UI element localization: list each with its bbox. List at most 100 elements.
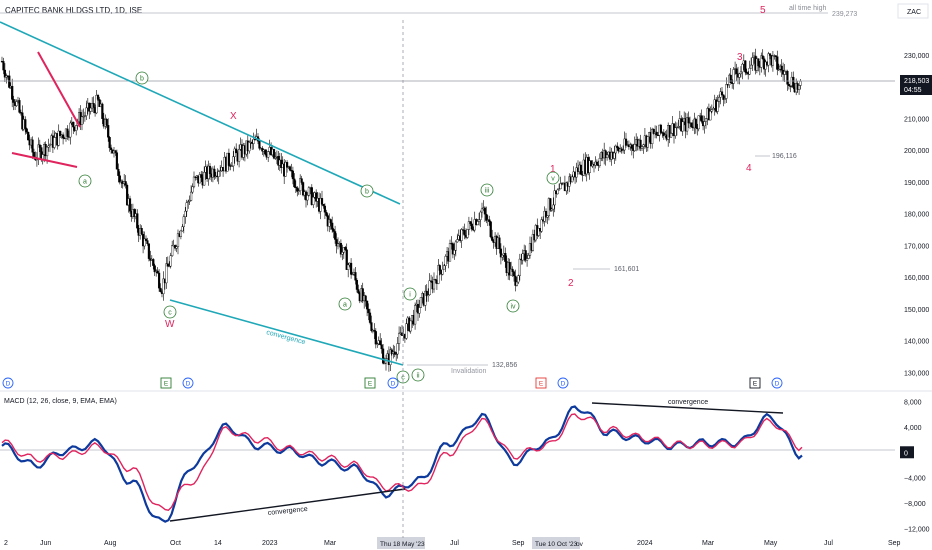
earnings-marker[interactable]: [535, 377, 547, 389]
macd-divergence-lines[interactable]: [169, 402, 784, 522]
price-axis[interactable]: 230,000220,000210,000200,000190,000180,0…: [900, 53, 932, 377]
currency-label[interactable]: ZAC: [907, 9, 921, 16]
candle-body: [512, 271, 516, 277]
wave-circle-label: ii: [416, 373, 420, 380]
candle-body: [630, 144, 633, 149]
candle-body: [235, 148, 238, 154]
candle-body: [117, 169, 120, 176]
time-tick-label: Mar: [324, 540, 337, 547]
candle-body: [184, 210, 187, 217]
candle-body: [144, 238, 148, 241]
candle-body: [451, 243, 455, 255]
candle-body: [521, 253, 524, 261]
candle-body: [571, 176, 574, 183]
candle-body: [291, 170, 295, 180]
candle-body: [213, 168, 216, 178]
candle-body: [322, 203, 325, 207]
candle-body: [694, 118, 697, 128]
candle-body: [438, 265, 441, 271]
wave-circle: [135, 71, 149, 85]
candle-body: [297, 190, 300, 192]
dividend-marker[interactable]: [387, 377, 399, 389]
candle-body: [374, 331, 377, 345]
earnings-marker[interactable]: [749, 377, 761, 389]
candle-body: [518, 258, 521, 276]
candle-body: [331, 222, 334, 230]
time-tick-label: Sep: [512, 540, 525, 547]
earnings-marker[interactable]: [160, 377, 172, 389]
time-tick-label: Jul: [824, 540, 833, 547]
wave-2: 2: [568, 278, 574, 289]
wave-w: W: [165, 319, 175, 330]
candle-body: [749, 64, 753, 69]
candle-body: [344, 247, 347, 250]
currency-box[interactable]: [897, 3, 929, 19]
candle-body: [738, 73, 741, 78]
candle-body: [640, 146, 644, 149]
candle-body: [108, 137, 111, 149]
candle-body: [253, 139, 257, 141]
candle-body: [185, 202, 188, 212]
candle-body: [780, 65, 783, 71]
level-lines: [407, 155, 770, 366]
wave-3: 3: [737, 52, 743, 63]
candle-body: [476, 221, 479, 225]
candle-body: [524, 250, 527, 261]
candle-body: [349, 262, 353, 275]
candle-body: [118, 175, 121, 183]
macd-axis[interactable]: 8,000 4,000 0 −4,000 −8,000 −12,000: [900, 399, 930, 534]
wedge-lines[interactable]: [11, 51, 81, 168]
time-axis[interactable]: 2 Jun Aug Oct 14 2023 Mar Jul Sep 2024 Mar May Jul Se…: [4, 537, 901, 549]
candle-body: [156, 270, 159, 274]
candle-body: [95, 95, 98, 114]
candle-body: [285, 162, 289, 168]
candle-body: [456, 239, 459, 243]
earnings-marker[interactable]: [364, 377, 376, 389]
candle-body: [720, 91, 724, 96]
candle-body: [697, 115, 700, 130]
candle-body: [136, 213, 139, 229]
all-time-high-value: 239,273: [832, 11, 857, 18]
wave-circle-label: c: [401, 375, 405, 382]
convergence-macd-low: convergence: [267, 506, 308, 517]
candle-body: [515, 281, 519, 286]
candle-body: [552, 204, 555, 210]
dividend-marker[interactable]: [557, 377, 569, 389]
channel-trendlines[interactable]: [0, 21, 404, 366]
candle-body: [296, 187, 299, 192]
candle-body: [777, 68, 780, 71]
candle-body: [704, 118, 708, 122]
candle-body: [315, 192, 318, 202]
last-price-value: 218,503: [904, 78, 929, 85]
dividend-marker[interactable]: [182, 377, 194, 389]
candle-body: [300, 178, 303, 183]
macd-tick-label: −12,000: [904, 527, 930, 534]
candle-body: [633, 144, 636, 151]
time-tick-label: Mar: [702, 540, 715, 547]
candle-body: [162, 278, 165, 294]
wave-circle-label: iii: [485, 188, 490, 195]
candle-body: [479, 211, 482, 220]
candle-body: [179, 230, 183, 237]
time-tick-partial: ov: [576, 541, 584, 548]
candle-body: [525, 258, 529, 261]
candle-body: [101, 103, 104, 119]
candle-body: [182, 216, 185, 227]
dividend-marker[interactable]: [2, 377, 14, 389]
dividend-marker[interactable]: [771, 377, 783, 389]
candle-body: [53, 137, 56, 148]
candle-body: [437, 265, 440, 284]
candle-body: [757, 58, 760, 67]
candle-body: [537, 228, 540, 236]
candle-body: [380, 344, 383, 350]
price-tick-label: 190,000: [904, 180, 929, 187]
candle-body: [729, 74, 732, 84]
candle-body: [466, 229, 469, 238]
level-132856: 132,856: [492, 362, 517, 369]
candle-body: [41, 154, 44, 160]
candle-body: [774, 55, 777, 57]
candle-body: [565, 182, 568, 192]
candle-body: [165, 263, 168, 284]
